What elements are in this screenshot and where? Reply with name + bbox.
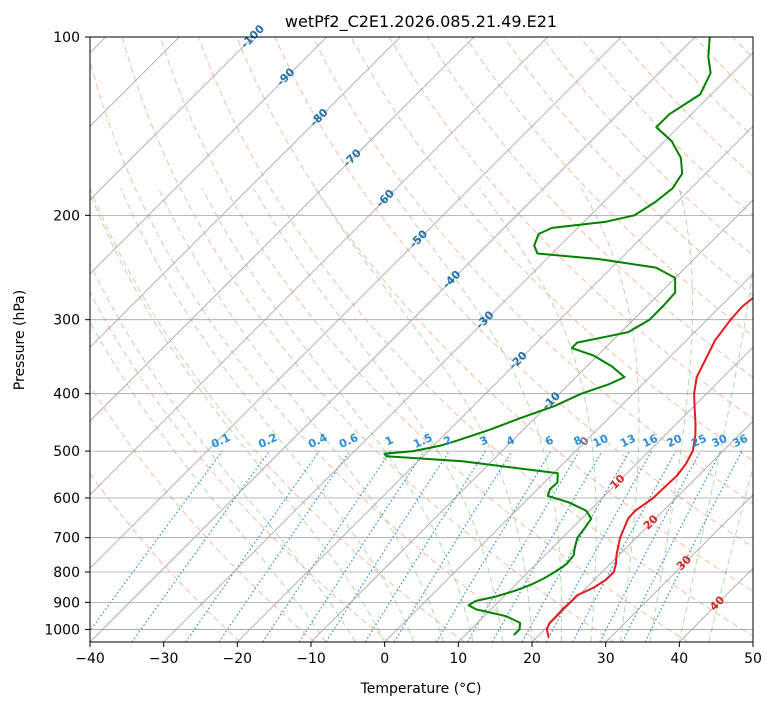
moist-adiabat-line	[90, 192, 386, 642]
mixing-ratio-line	[393, 450, 513, 642]
dry-adiabat-line	[236, 37, 753, 592]
isotherm-line	[458, 346, 753, 642]
mixing-ratio-line	[325, 450, 450, 642]
y-tick-label: 400	[53, 387, 80, 403]
y-axis-label: Pressure (hPa)	[12, 290, 28, 390]
moist-adiabat-line	[120, 188, 415, 642]
y-tick-label: 300	[53, 313, 80, 329]
mixing-ratio-label: 13	[618, 432, 637, 450]
dewpoint-line	[383, 37, 712, 636]
dry-adiabat-line	[465, 37, 753, 338]
isotherm-line	[90, 37, 327, 275]
mixing-ratio-line	[545, 450, 653, 642]
isotherm-line	[384, 273, 753, 642]
y-tick-label: 700	[53, 531, 80, 547]
moist-adiabat-line	[389, 187, 563, 642]
y-tick-label: 900	[53, 595, 80, 611]
mixing-ratio-label: 25	[689, 432, 708, 450]
x-tick-label: 10	[449, 651, 467, 667]
isotherm-line	[90, 37, 475, 422]
mixing-ratio-line	[218, 450, 351, 642]
isotherm-line	[605, 494, 753, 642]
isotherm-line	[90, 37, 401, 348]
mixing-ratio-label: 20	[665, 432, 685, 450]
moist-adiabat-line	[253, 187, 503, 642]
background-lines	[90, 37, 753, 642]
moist-adiabat-line	[90, 321, 327, 642]
mixing-ratio-label: 36	[731, 432, 751, 450]
isotherm-line	[90, 37, 622, 569]
plot-frame	[89, 36, 754, 643]
x-tick-label: 20	[523, 651, 541, 667]
y-tick-label: 600	[53, 491, 80, 507]
x-axis-label: Temperature (°C)	[360, 681, 482, 697]
chart-title: wetPf2_C2E1.2026.085.21.49.E21	[285, 12, 557, 32]
isotherm-line	[310, 199, 753, 642]
x-tick-label: 30	[597, 651, 615, 667]
x-tick-label: −10	[296, 651, 326, 667]
dry-adiabat-line	[312, 37, 753, 505]
mixing-ratio-line	[131, 450, 270, 642]
isotherm-line	[90, 37, 548, 496]
moist-adiabat-line	[580, 187, 640, 642]
y-tick-label: 200	[53, 208, 80, 224]
dry-adiabat-line	[121, 37, 614, 642]
dry-adiabat-line	[90, 384, 316, 642]
profiles	[383, 37, 753, 638]
dry-adiabat-line	[90, 291, 390, 642]
dry-adiabat-line	[159, 37, 689, 642]
y-tick-label: 500	[53, 444, 80, 460]
mixing-ratio-label: 10	[591, 432, 611, 450]
dry-adiabat-line	[503, 37, 753, 297]
temperature-line	[545, 296, 753, 638]
x-tick-label: −30	[149, 651, 179, 667]
isotherm-line	[90, 37, 696, 642]
moist-adiabat-line	[479, 187, 597, 642]
x-tick-label: −40	[75, 651, 105, 667]
moist-adiabat-line	[678, 263, 753, 642]
x-tick-label: −20	[223, 651, 253, 667]
x-tick-label: 50	[744, 651, 762, 667]
dry-adiabat-line	[90, 472, 241, 642]
isotherm-line	[90, 37, 254, 201]
mixing-ratio-line	[644, 450, 743, 642]
mixing-ratio-line	[90, 450, 223, 632]
mixing-ratio-line	[185, 450, 320, 642]
mixing-ratio-line	[262, 450, 392, 642]
isotherm-line	[237, 125, 753, 642]
dry-adiabat-line	[350, 37, 753, 462]
y-tick-label: 800	[53, 565, 80, 581]
axes: −40 −30 −20 −10 0 10 20 30 40 50 100 200 300 400 500 60…	[44, 30, 762, 667]
isotherm-line	[531, 420, 753, 642]
mixing-ratio-label: 30	[710, 432, 730, 450]
moist-adiabat-line	[201, 187, 474, 642]
dry-adiabat-line	[90, 186, 465, 642]
dry-adiabat-line	[426, 37, 753, 378]
mixing-ratio-line	[298, 450, 425, 642]
x-tick-label: 0	[380, 651, 389, 667]
moist-adiabat-line	[649, 188, 693, 642]
mixing-ratio-line	[572, 450, 677, 642]
dry-adiabat-line	[388, 37, 753, 420]
y-tick-label: 100	[53, 30, 80, 46]
y-tick-label: 1000	[44, 622, 80, 638]
mixing-ratio-label: 16	[640, 432, 660, 450]
moist-adiabat-line	[90, 262, 356, 642]
x-tick-label: 40	[670, 651, 688, 667]
